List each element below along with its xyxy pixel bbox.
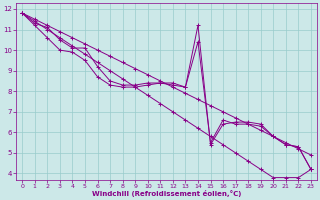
X-axis label: Windchill (Refroidissement éolien,°C): Windchill (Refroidissement éolien,°C): [92, 190, 241, 197]
